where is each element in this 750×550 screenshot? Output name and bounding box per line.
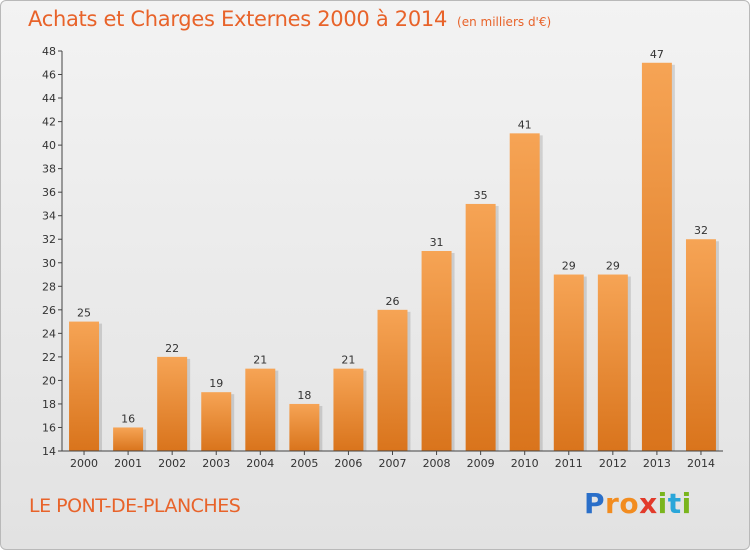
bar-2014 <box>685 239 716 451</box>
y-tick-label: 22 <box>42 351 56 364</box>
proxiti-logo: Proxiti <box>584 487 692 520</box>
x-ticks-group: 2000 2001 2002 2003 2004 2005 2006 2007 2008 2009… <box>70 451 715 470</box>
x-tick-label-2009: 2009 <box>467 457 495 470</box>
value-label-2008: 31 <box>430 236 444 249</box>
value-label-2010: 41 <box>518 118 532 131</box>
value-label-2003: 19 <box>209 377 223 390</box>
y-tick-label: 18 <box>42 398 56 411</box>
logo-letter: r <box>605 487 620 520</box>
y-tick-label: 34 <box>42 210 56 223</box>
y-tick-label: 42 <box>42 116 56 129</box>
y-tick-label: 30 <box>42 257 56 270</box>
bar-2009 <box>465 203 496 451</box>
bar-2010 <box>509 133 540 451</box>
value-label-2005: 18 <box>297 389 311 402</box>
logo-letter: x <box>639 487 658 520</box>
bar-2000 <box>69 321 100 451</box>
value-label-2013: 47 <box>650 48 664 61</box>
logo-letter: t <box>667 487 682 520</box>
bar-2011 <box>553 274 584 451</box>
bar-2012 <box>597 274 628 451</box>
bar-2013 <box>641 62 672 451</box>
value-label-2009: 35 <box>474 189 488 202</box>
x-tick-label-2014: 2014 <box>687 457 715 470</box>
x-tick-label-2001: 2001 <box>114 457 142 470</box>
value-label-2006: 21 <box>341 354 355 367</box>
logo-letter: P <box>584 487 606 520</box>
x-tick-label-2000: 2000 <box>70 457 98 470</box>
value-labels-group: 25 16 22 19 21 18 21 26 31 35 41 29 29 47 32 <box>77 48 708 426</box>
logo-letter: i <box>657 487 668 520</box>
y-tick-label: 14 <box>42 445 56 458</box>
bar-2007 <box>377 309 408 451</box>
x-tick-label-2012: 2012 <box>599 457 627 470</box>
value-label-2011: 29 <box>562 260 576 273</box>
x-tick-label-2002: 2002 <box>158 457 186 470</box>
bar-2002 <box>157 356 188 451</box>
chart-subtitle: (en milliers d'€) <box>457 15 552 29</box>
logo-letter: o <box>619 487 640 520</box>
y-tick-label: 24 <box>42 327 56 340</box>
value-label-2012: 29 <box>606 260 620 273</box>
bar-2004 <box>245 368 276 451</box>
x-tick-label-2008: 2008 <box>423 457 451 470</box>
y-tick-label: 16 <box>42 421 56 434</box>
x-tick-label-2010: 2010 <box>511 457 539 470</box>
chart-title: Achats et Charges Externes 2000 à 2014 (e… <box>28 7 551 31</box>
bar-2005 <box>289 403 320 451</box>
x-tick-label-2006: 2006 <box>334 457 362 470</box>
y-tick-label: 48 <box>42 45 56 58</box>
y-tick-label: 20 <box>42 374 56 387</box>
bar-2008 <box>421 251 452 451</box>
value-label-2004: 21 <box>253 354 267 367</box>
value-label-2007: 26 <box>386 295 400 308</box>
x-tick-label-2005: 2005 <box>290 457 318 470</box>
x-tick-label-2013: 2013 <box>643 457 671 470</box>
value-label-2000: 25 <box>77 307 91 320</box>
value-label-2001: 16 <box>121 412 135 425</box>
y-ticks-group: 14 16 18 20 22 24 26 28 30 32 34 36 38 40 42 44 46 48 <box>42 45 62 458</box>
x-tick-label-2011: 2011 <box>555 457 583 470</box>
y-tick-label: 46 <box>42 69 56 82</box>
y-tick-label: 28 <box>42 280 56 293</box>
bar-2003 <box>201 392 232 451</box>
y-tick-label: 38 <box>42 163 56 176</box>
logo-letter: i <box>681 487 692 520</box>
chart-title-text: Achats et Charges Externes 2000 à 2014 <box>28 7 448 31</box>
x-tick-label-2003: 2003 <box>202 457 230 470</box>
value-label-2002: 22 <box>165 342 179 355</box>
y-tick-label: 40 <box>42 139 56 152</box>
y-tick-label: 44 <box>42 92 56 105</box>
y-tick-label: 36 <box>42 186 56 199</box>
y-tick-label: 26 <box>42 304 56 317</box>
value-label-2014: 32 <box>694 224 708 237</box>
y-tick-label: 32 <box>42 233 56 246</box>
bars-group <box>69 62 719 451</box>
bar-2001 <box>113 427 144 451</box>
x-tick-label-2004: 2004 <box>246 457 274 470</box>
x-tick-label-2007: 2007 <box>379 457 407 470</box>
commune-name: LE PONT-DE-PLANCHES <box>29 495 241 517</box>
bar-2006 <box>333 368 364 451</box>
